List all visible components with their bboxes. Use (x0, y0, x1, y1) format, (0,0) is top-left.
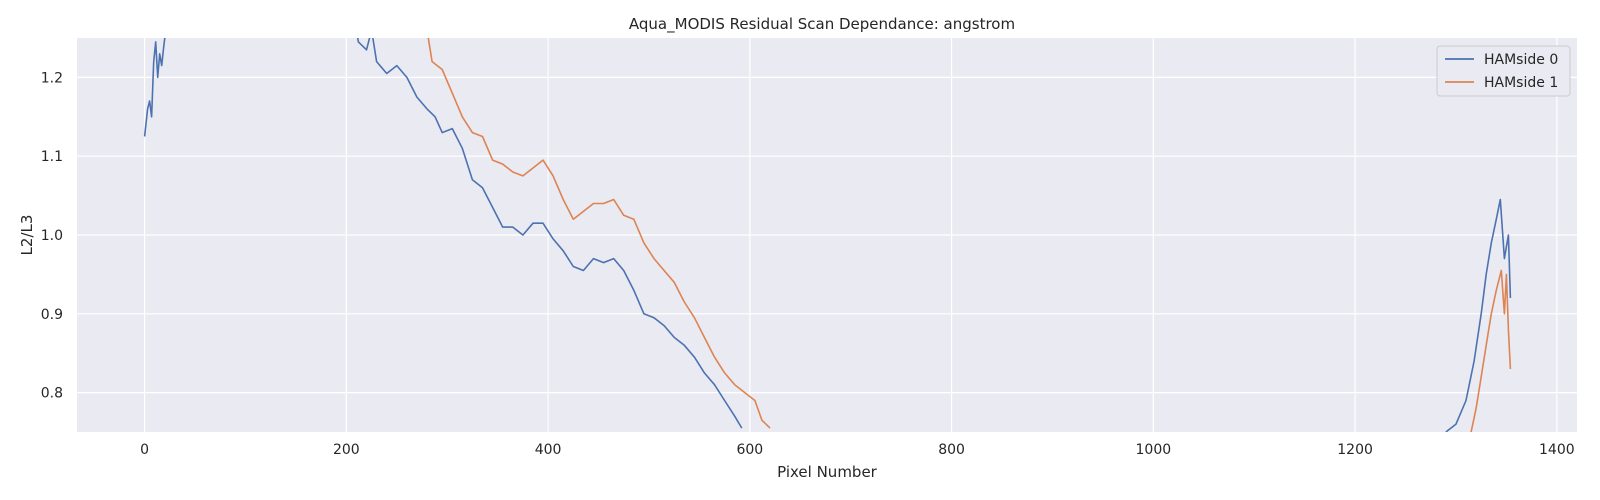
y-axis-label: L2/L3 (18, 215, 36, 256)
y-tick-label: 0.9 (41, 307, 63, 323)
series-line-hamside-1-segment-1 (1470, 269, 1512, 432)
legend: HAMside 0 HAMside 1 (1436, 45, 1571, 97)
y-tick-label: 1.1 (41, 149, 63, 165)
y-tick-labels: 0.8 0.9 1.0 1.1 1.2 (41, 70, 63, 401)
y-tick-label: 0.8 (41, 386, 63, 402)
series-lines (143, 38, 1512, 432)
x-tick-label: 400 (535, 442, 562, 458)
series-line-hamside-0-segment-1 (356, 38, 743, 429)
legend-label-hamside-0: HAMside 0 (1484, 52, 1558, 68)
x-tick-label: 200 (333, 442, 360, 458)
y-tick-label: 1.0 (41, 228, 63, 244)
x-tick-label: 1200 (1337, 442, 1373, 458)
x-tick-label: 1000 (1136, 442, 1172, 458)
x-axis-label: Pixel Number (777, 463, 878, 481)
y-tick-label: 1.2 (41, 70, 63, 86)
chart-title: Aqua_MODIS Residual Scan Dependance: ang… (629, 15, 1015, 34)
x-tick-label: 600 (736, 442, 763, 458)
x-tick-labels: 0 200 400 600 800 1000 1200 1400 (140, 442, 1575, 458)
legend-label-hamside-1: HAMside 1 (1484, 75, 1558, 91)
series-line-hamside-0-segment-0 (143, 38, 166, 137)
x-tick-label: 800 (938, 442, 965, 458)
gridlines (77, 38, 1577, 432)
x-tick-label: 0 (140, 442, 149, 458)
series-line-hamside-1-segment-0 (427, 38, 771, 429)
x-tick-label: 1400 (1539, 442, 1575, 458)
series-line-hamside-0-segment-2 (1445, 198, 1512, 432)
